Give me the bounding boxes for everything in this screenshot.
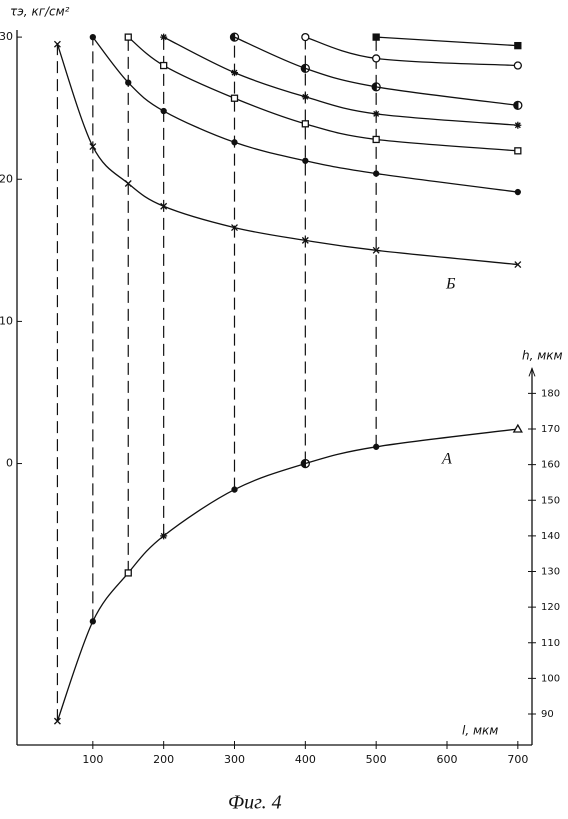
marker	[232, 95, 238, 101]
marker	[374, 171, 379, 176]
y-tick-label: 30	[0, 30, 13, 43]
marker	[160, 532, 167, 539]
curve-label: А	[441, 451, 452, 468]
marker	[231, 69, 238, 76]
marker	[302, 121, 308, 127]
marker	[126, 80, 131, 85]
marker	[161, 63, 167, 69]
y2-tick-label: 110	[541, 638, 560, 649]
y2-tick-label: 140	[541, 531, 560, 542]
y2-tick-label: 100	[541, 673, 560, 684]
y2-tick-label: 160	[541, 460, 560, 471]
y2-axis-label: h, мкм	[522, 349, 563, 363]
marker	[301, 64, 309, 72]
marker	[232, 140, 237, 145]
y2-tick-label: 120	[541, 602, 560, 613]
series-line	[128, 37, 518, 151]
marker	[514, 62, 521, 69]
marker	[301, 460, 309, 468]
y2-tick-label: 170	[541, 424, 560, 435]
y2-tick-label: 90	[541, 709, 554, 720]
marker	[302, 34, 309, 41]
y-tick-label: 20	[0, 172, 13, 185]
marker	[160, 34, 167, 41]
marker	[90, 619, 95, 624]
series-line	[57, 44, 517, 264]
marker	[515, 43, 521, 49]
marker	[515, 190, 520, 195]
x-axis-label: l, мкм	[462, 724, 498, 738]
marker	[90, 35, 95, 40]
marker	[514, 425, 522, 432]
y2-tick-label: 180	[541, 388, 560, 399]
y-axis-label: τэ, кг/см²	[10, 5, 70, 19]
caption: Фиг. 4	[228, 792, 282, 814]
marker	[514, 122, 521, 129]
marker	[373, 34, 379, 40]
marker	[373, 55, 380, 62]
y2-tick-label: 130	[541, 567, 560, 578]
x-tick-label: 300	[224, 753, 245, 766]
marker	[232, 487, 237, 492]
marker	[125, 570, 131, 576]
marker	[374, 444, 379, 449]
x-tick-label: 700	[507, 753, 528, 766]
curve-label: Б	[445, 276, 456, 293]
marker	[303, 158, 308, 163]
marker	[125, 34, 131, 40]
series-line	[305, 37, 517, 65]
x-tick-label: 100	[82, 753, 103, 766]
x-tick-label: 400	[295, 753, 316, 766]
marker	[302, 93, 309, 100]
x-tick-label: 200	[153, 753, 174, 766]
x-tick-label: 500	[366, 753, 387, 766]
marker	[514, 101, 522, 109]
marker	[231, 33, 239, 41]
marker	[373, 136, 379, 142]
marker	[515, 148, 521, 154]
page: {"chart_data": {"type": "line", "y_label…	[0, 0, 568, 819]
chart: τэ, кг/см² h, мкм l, мкм Б А Фиг. 4 0 10 2…	[0, 0, 568, 819]
series-line	[376, 37, 518, 46]
marker	[161, 109, 166, 114]
y-tick-label: 10	[0, 314, 13, 327]
x-tick-label: 600	[437, 753, 458, 766]
y2-tick-label: 150	[541, 495, 560, 506]
marker	[373, 110, 380, 117]
y-tick-label: 0	[6, 457, 13, 470]
